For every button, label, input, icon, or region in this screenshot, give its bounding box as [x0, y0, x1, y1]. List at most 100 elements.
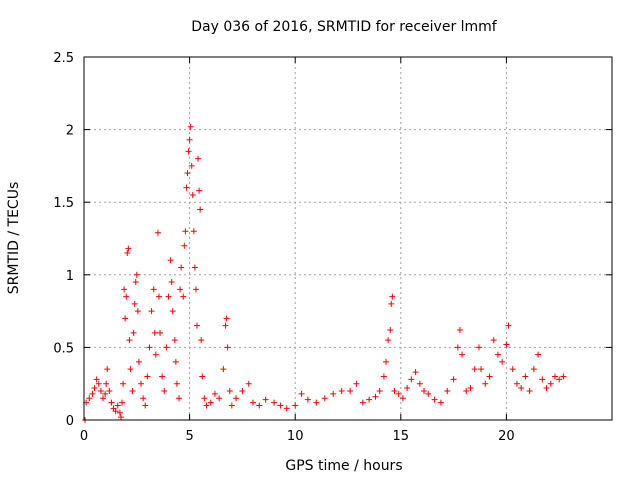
data-point [201, 395, 208, 402]
data-point [437, 399, 444, 406]
data-point [138, 380, 145, 387]
data-point [471, 366, 478, 373]
data-point [89, 390, 96, 397]
data-point [385, 337, 392, 344]
data-point [313, 399, 320, 406]
data-point [151, 329, 158, 336]
data-point [387, 326, 394, 333]
data-point [178, 264, 185, 271]
x-axis-title: GPS time / hours [285, 458, 402, 474]
data-point [233, 395, 240, 402]
data-point [543, 385, 550, 392]
data-point [155, 293, 162, 300]
data-point [526, 387, 533, 394]
data-point [408, 376, 415, 383]
y-axis: 0 0.5 1 1.5 2 2.5 [53, 51, 612, 429]
data-point [380, 373, 387, 380]
data-point [338, 387, 345, 394]
y-tick-label: 2 [66, 124, 74, 139]
x-tick-label: 10 [287, 429, 304, 444]
data-point [551, 373, 558, 380]
data-point [168, 279, 175, 286]
data-point [482, 380, 489, 387]
data-point [530, 366, 537, 373]
data-point [199, 373, 206, 380]
data-point [159, 373, 166, 380]
x-axis: 0 5 10 15 20 [80, 57, 515, 444]
data-point [165, 293, 172, 300]
data-point [124, 250, 131, 257]
data-point [108, 399, 115, 406]
data-point [467, 385, 474, 392]
data-point [304, 396, 311, 403]
y-tick-label: 0 [66, 414, 74, 429]
data-point [191, 264, 198, 271]
data-point [547, 380, 554, 387]
data-point [97, 387, 104, 394]
data-point [185, 148, 192, 155]
data-point [188, 162, 195, 169]
data-point [556, 376, 563, 383]
data-point [412, 369, 419, 376]
data-point [123, 293, 130, 300]
x-tick-label: 20 [498, 429, 515, 444]
x-tick-label: 5 [185, 429, 193, 444]
data-point [499, 358, 506, 365]
data-point [181, 242, 188, 249]
data-point [463, 387, 470, 394]
data-point [100, 395, 107, 402]
data-point [183, 184, 190, 191]
data-point [404, 385, 411, 392]
data-point [95, 380, 102, 387]
data-point [292, 402, 299, 409]
data-point [102, 390, 109, 397]
data-point [116, 409, 123, 416]
data-point [132, 279, 139, 286]
data-point [103, 380, 110, 387]
data-point [388, 300, 395, 307]
data-point [395, 390, 402, 397]
data-point [425, 390, 432, 397]
data-point [444, 387, 451, 394]
data-point [239, 387, 246, 394]
data-point [198, 337, 205, 344]
data-point [486, 373, 493, 380]
data-point [134, 308, 141, 315]
data-point [161, 387, 168, 394]
data-point [131, 300, 138, 307]
data-point [129, 387, 136, 394]
data-point [154, 229, 161, 236]
data-point [121, 286, 128, 293]
data-point [172, 358, 179, 365]
data-point [187, 123, 194, 130]
data-point [193, 322, 200, 329]
data-point [127, 366, 134, 373]
data-point [366, 396, 373, 403]
data-point [146, 344, 153, 351]
data-point [359, 399, 366, 406]
y-tick-label: 1 [66, 269, 74, 284]
data-point [91, 385, 98, 392]
data-point [490, 337, 497, 344]
data-point [450, 376, 457, 383]
data-point [171, 337, 178, 344]
data-point [163, 344, 170, 351]
y-tick-label: 2.5 [53, 51, 74, 66]
data-point [140, 395, 147, 402]
plot-frame [83, 56, 613, 421]
data-point [222, 322, 229, 329]
data-point [321, 395, 328, 402]
data-point [421, 387, 428, 394]
data-point [539, 376, 546, 383]
data-point [176, 395, 183, 402]
data-point [535, 351, 542, 358]
data-point [203, 402, 210, 409]
data-point [190, 228, 197, 235]
data-point [330, 390, 337, 397]
data-point [169, 308, 176, 315]
y-tick-label: 1.5 [53, 196, 74, 211]
data-point [197, 206, 204, 213]
data-point [133, 271, 140, 278]
